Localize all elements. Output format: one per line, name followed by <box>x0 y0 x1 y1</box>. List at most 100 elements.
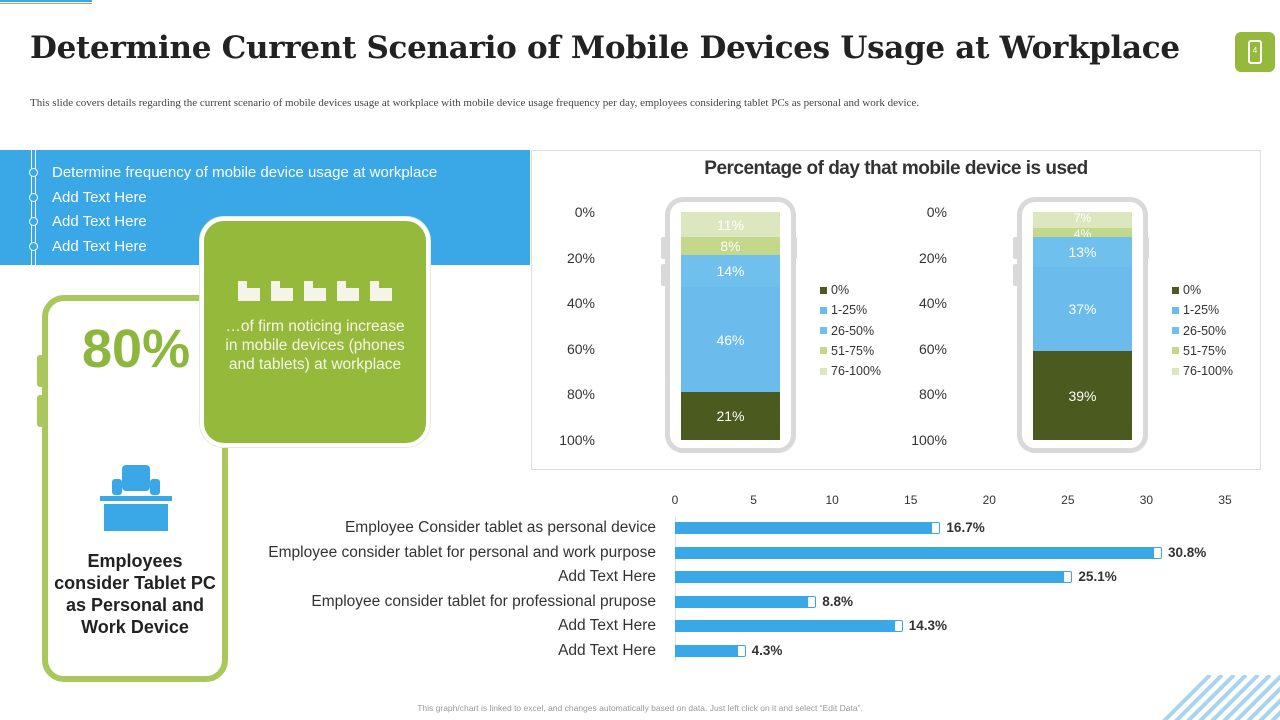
y-tick-label: 0% <box>926 204 947 220</box>
legend-swatch <box>820 367 827 375</box>
building-icon <box>370 281 392 301</box>
stacked-chart-frame <box>531 150 1261 470</box>
bar-end-cap <box>893 620 903 633</box>
category-label: Employee consider tablet for professiona… <box>311 592 656 610</box>
data-label: 25.1% <box>1078 569 1117 585</box>
bullet-marker <box>29 192 38 202</box>
data-label: 37% <box>1068 300 1097 317</box>
building-icons <box>204 281 426 301</box>
x-tick-label: 35 <box>1218 493 1232 507</box>
stat-text: …of firm noticing increase in mobile dev… <box>225 318 405 373</box>
legend-item: 51-75% <box>1172 344 1226 358</box>
stat-card: …of firm noticing increase in mobile dev… <box>200 217 430 447</box>
x-tick-label: 10 <box>825 493 839 507</box>
phone-button <box>661 237 666 259</box>
legend-label: 76-100% <box>831 364 882 379</box>
stacked-bar-segment: 4% <box>1033 227 1132 240</box>
building-icon <box>337 281 359 301</box>
building-icon <box>238 281 260 301</box>
bullet-marker <box>29 217 38 226</box>
tablet-button <box>37 355 44 387</box>
x-tick-label: 25 <box>1061 493 1075 507</box>
bar <box>675 645 746 657</box>
category-label: Add Text Here <box>558 642 656 659</box>
bullet-item: Add Text Here <box>52 237 147 255</box>
office-desk-icon <box>100 465 172 531</box>
y-tick-label: 40% <box>918 295 947 312</box>
stacked-bar-segment: 7% <box>1033 212 1132 228</box>
stacked-bar-segment: 21% <box>681 392 780 440</box>
y-tick-label: 80% <box>918 386 947 403</box>
y-tick-label: 20% <box>918 249 947 266</box>
data-label: 8.8% <box>822 593 854 609</box>
legend-swatch <box>820 306 827 314</box>
legend-item: 0% <box>820 283 849 297</box>
legend-item: 26-50% <box>820 324 874 338</box>
x-tick-label: 0 <box>671 493 679 507</box>
bar <box>675 522 941 534</box>
stacked-bar-segment: 13% <box>1033 237 1132 267</box>
legend-swatch <box>1172 327 1179 335</box>
legend-item: 1-25% <box>820 303 867 317</box>
data-label: 30.8% <box>1168 544 1207 560</box>
bullet-item: Add Text Here <box>52 188 147 206</box>
data-label: 14% <box>716 263 745 280</box>
y-tick-label: 60% <box>918 340 947 357</box>
legend-swatch <box>1172 306 1179 314</box>
data-label: 46% <box>716 331 745 348</box>
x-tick-label: 30 <box>1139 493 1154 507</box>
y-tick-label: 0% <box>574 204 595 220</box>
legend-item: 0% <box>1172 283 1201 297</box>
stacked-bar-segment: 39% <box>1033 351 1132 440</box>
bar <box>675 620 903 633</box>
data-label: 4.3% <box>751 643 783 658</box>
bar-end-cap <box>931 522 941 534</box>
bullet-rail <box>31 150 36 265</box>
phone-button <box>1013 237 1018 259</box>
legend-label: 1-25% <box>1183 303 1220 318</box>
bullet-item: Determine frequency of mobile device usa… <box>52 164 438 181</box>
legend-item: 51-75% <box>820 344 874 358</box>
page-number: 4 <box>1248 40 1262 64</box>
legend-label: 1-25% <box>831 303 868 318</box>
bar-end-cap <box>1063 571 1073 584</box>
stacked-bar-segment: 46% <box>681 287 780 393</box>
y-tick-label: 20% <box>566 249 595 266</box>
stacked-bar-segment: 37% <box>1033 266 1132 352</box>
y-tick-label: 100% <box>559 432 595 448</box>
page-title: Determine Current Scenario of Mobile Dev… <box>30 30 1180 66</box>
category-label: Add Text Here <box>558 617 656 635</box>
category-label: Employee Consider tablet as personal dev… <box>344 519 656 536</box>
stat-value: 80% <box>82 319 191 379</box>
bar <box>675 546 1162 559</box>
data-label: 13% <box>1068 243 1097 260</box>
legend-swatch <box>1172 286 1179 294</box>
bullet-marker <box>29 168 38 177</box>
legend-label: 26-50% <box>1183 323 1227 338</box>
y-axis-line <box>675 517 676 662</box>
building-icon <box>304 281 326 301</box>
data-label: 8% <box>720 238 741 255</box>
data-label: 7% <box>1073 211 1092 225</box>
tablet-card <box>42 295 228 682</box>
legend-label: 26-50% <box>831 323 875 338</box>
stacked-bar-segment: 11% <box>681 212 780 238</box>
x-tick-label: 5 <box>750 493 757 507</box>
phone-frame <box>1017 197 1148 453</box>
x-tick-label: 15 <box>904 493 918 507</box>
legend-label: 76-100% <box>1183 364 1234 379</box>
data-label: 11% <box>717 216 744 233</box>
legend-swatch <box>820 286 827 294</box>
y-tick-label: 60% <box>566 340 595 357</box>
legend-item: 1-25% <box>1172 303 1219 317</box>
tablet-card-text: Employees consider Tablet PC as Personal… <box>54 551 216 637</box>
y-tick-label: 80% <box>566 386 595 403</box>
phone-button <box>792 237 797 259</box>
top-accent-line <box>0 0 92 4</box>
page-subtitle: This slide covers details regarding the … <box>30 97 920 109</box>
bar <box>675 571 1073 584</box>
footer-note: This graph/chart is linked to excel, and… <box>417 703 863 713</box>
legend-swatch <box>820 327 827 335</box>
phone-frame <box>665 197 796 453</box>
legend-swatch <box>1172 367 1179 375</box>
